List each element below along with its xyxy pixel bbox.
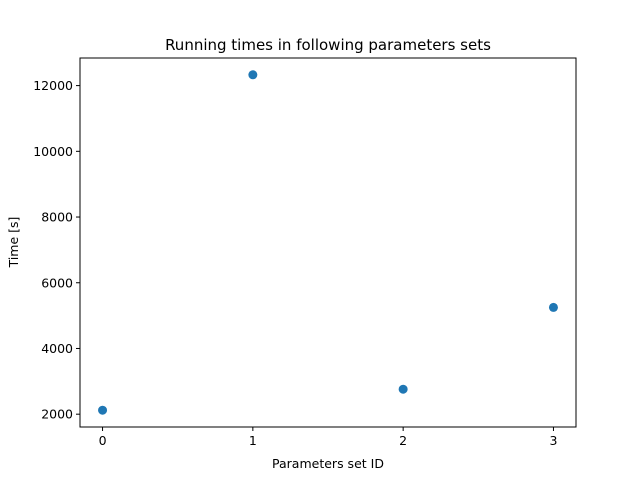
plot-area — [79, 57, 577, 428]
y-tick-label: 10000 — [33, 144, 73, 159]
x-tick-label: 1 — [249, 433, 257, 448]
y-tick-label: 8000 — [41, 210, 73, 225]
x-tick-label: 0 — [99, 433, 107, 448]
x-axis-label: Parameters set ID — [272, 456, 384, 471]
y-axis-label: Time [s] — [6, 217, 21, 269]
x-tick-label: 2 — [399, 433, 407, 448]
data-point — [398, 384, 408, 394]
data-points — [98, 70, 558, 415]
y-tick-label: 4000 — [41, 341, 73, 356]
y-axis: 2000 4000 6000 8000 10000 12000 — [33, 78, 80, 422]
x-axis: 0 1 2 3 — [99, 427, 557, 448]
y-tick-label: 2000 — [41, 407, 73, 422]
data-point — [248, 70, 258, 80]
y-tick-label: 12000 — [33, 78, 73, 93]
data-point — [98, 405, 108, 415]
data-point — [548, 302, 558, 312]
x-tick-label: 3 — [549, 433, 557, 448]
chart-title: Running times in following parameters se… — [165, 36, 491, 54]
y-tick-label: 6000 — [41, 275, 73, 290]
